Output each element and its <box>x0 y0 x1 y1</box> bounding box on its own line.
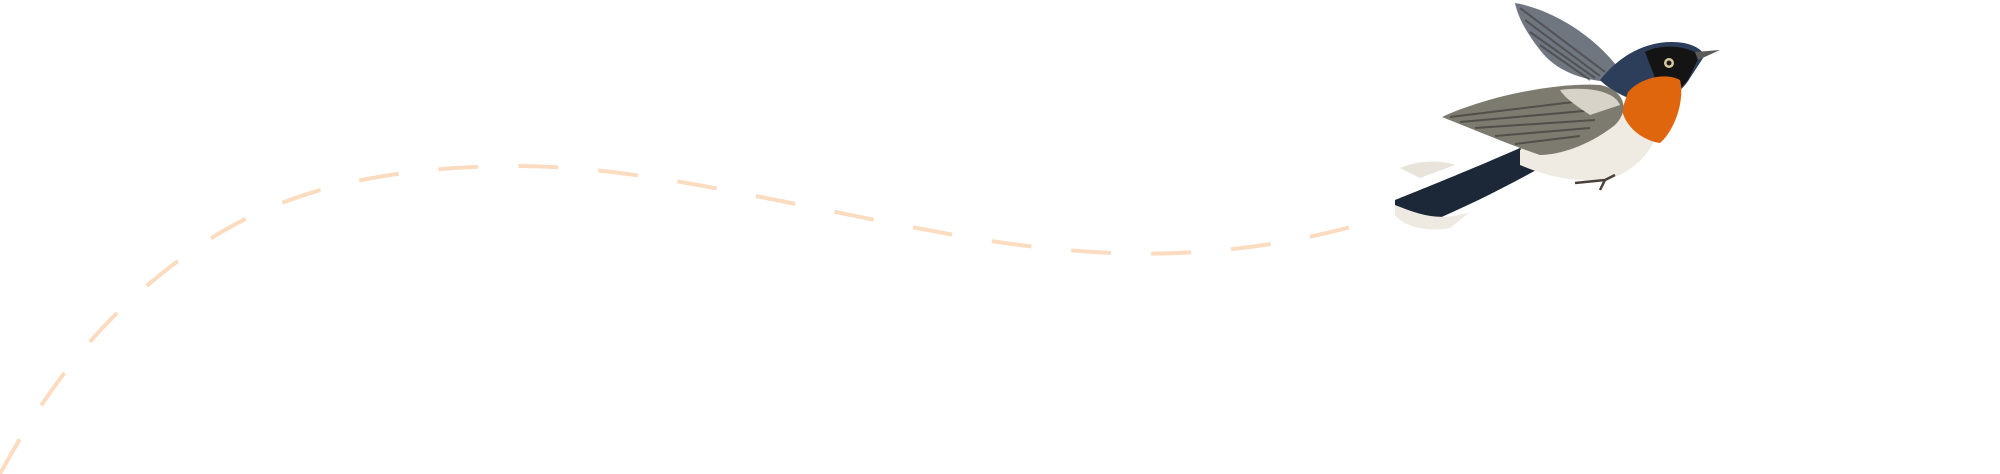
bird-throat <box>1622 76 1682 143</box>
dashed-flight-path <box>0 163 1356 474</box>
bird-beak <box>1695 50 1720 60</box>
bird-icon <box>1395 3 1720 230</box>
bird-tail <box>1395 148 1545 225</box>
bird-foot <box>1574 173 1616 191</box>
